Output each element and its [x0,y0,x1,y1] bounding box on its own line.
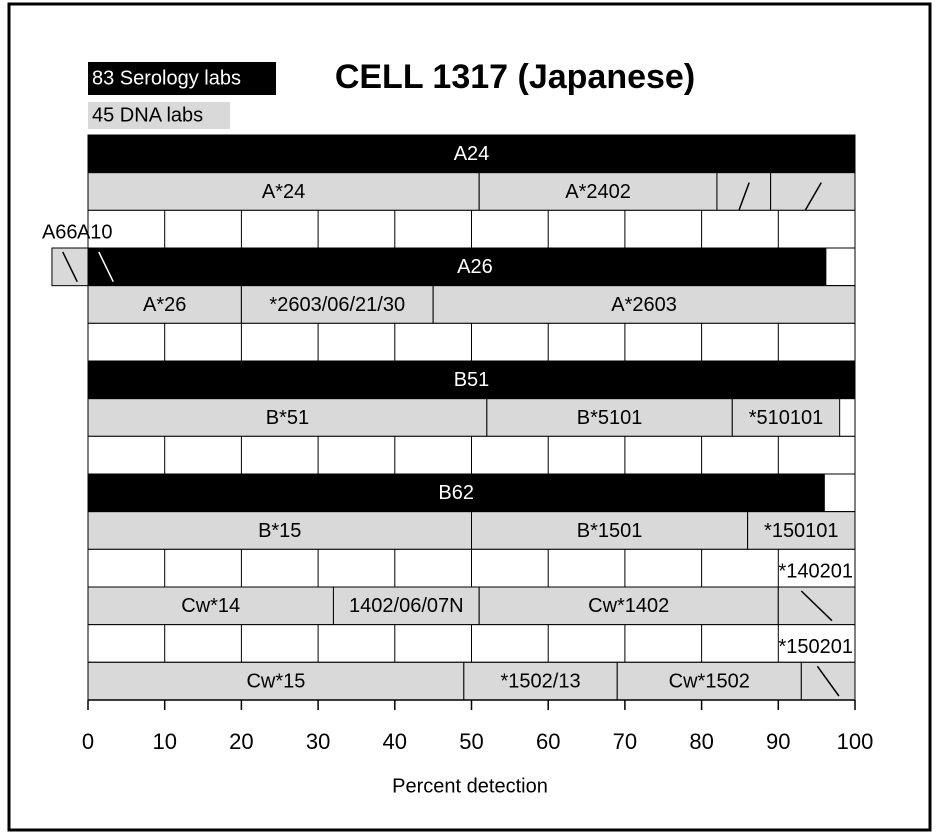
segment-label: Cw*14 [181,595,240,617]
segment-label: A*26 [143,294,186,316]
segment-label: B62 [438,482,474,504]
legend-label: 83 Serology labs [92,67,241,89]
segment-label: *150101 [764,520,839,542]
bar-segment [87,661,465,701]
x-tick-label: 40 [383,729,407,754]
segment-label: *2603/06/21/30 [269,294,405,316]
bar-segment [87,134,856,174]
x-tick-label: 20 [229,729,253,754]
segment-label: A*2402 [565,181,631,203]
segment-label: A10 [77,221,113,243]
x-tick-label: 50 [459,729,483,754]
bar-segment [87,285,242,324]
x-tick-label: 80 [689,729,713,754]
legend-label: 45 DNA labs [92,104,203,126]
x-tick-label: 60 [536,729,560,754]
bar-segment [747,511,856,550]
x-axis-label: Percent detection [392,775,548,797]
segment-label: *140201 [778,560,853,582]
segment-label: A*24 [262,181,305,203]
x-tick-label: 100 [837,729,874,754]
segment-label: B*5101 [577,407,643,429]
segment-label: A24 [454,143,490,165]
segment-label: *150201 [778,636,853,658]
segment-label: Cw*1402 [588,595,669,617]
segment-label: 1402/06/07N [349,595,464,617]
segment-label: B*15 [258,520,301,542]
segment-label: Cw*1502 [669,670,750,692]
x-tick-label: 0 [82,729,94,754]
segment-label: B51 [454,369,490,391]
x-tick-label: 70 [613,729,637,754]
bar-segment [463,661,618,701]
x-tick-label: 10 [152,729,176,754]
leader-line [62,251,78,282]
leader-line [816,665,840,697]
bar-segment [87,473,825,513]
segment-label: *510101 [749,407,824,429]
leader-line [98,251,114,282]
leader-line [800,590,833,622]
bar-segment [770,172,856,211]
segment-label: A*2603 [611,294,677,316]
legend-swatch [88,102,230,129]
segment-label: A66 [42,221,78,243]
bar-segment [486,398,733,437]
segment-label: Cw*15 [246,670,305,692]
bar-segment [616,661,802,701]
bar-segment [87,172,480,211]
x-tick-label: 30 [306,729,330,754]
bar-segment [123,247,827,287]
segment-label: A26 [457,256,493,278]
legend-swatch [88,62,276,95]
bar-segment [731,398,841,437]
bar-segment [716,172,772,211]
bar-segment [87,360,856,400]
x-tick-label: 90 [766,729,790,754]
segment-label: B*51 [266,407,309,429]
bar-segment [471,511,749,550]
segment-label: *1502/13 [500,670,580,692]
bar-segment [478,172,718,211]
segment-label: B*1501 [577,520,643,542]
chart-title: CELL 1317 (Japanese) [335,58,695,96]
bar-segment [432,285,856,324]
bar-segment [87,398,488,437]
